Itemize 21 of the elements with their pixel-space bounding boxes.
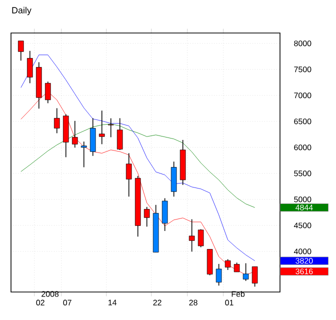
candlestick: [108, 118, 114, 138]
candlestick: [188, 218, 195, 252]
chart-title: Daily: [12, 6, 32, 16]
candlestick: [144, 206, 150, 228]
candlestick: [90, 118, 96, 156]
candlestick: [54, 108, 60, 134]
candlestick: [162, 198, 168, 232]
candlestick: [72, 120, 78, 148]
line-series: [20, 124, 256, 208]
candlestick: [26, 50, 33, 84]
candlestick: [234, 262, 240, 272]
candlestick: [98, 110, 105, 145]
candlestick: [198, 228, 204, 248]
candlestick: [80, 141, 87, 168]
candlestick: [224, 258, 231, 270]
line-series: [20, 54, 256, 261]
candlestick: [126, 152, 132, 198]
candlestick: [116, 118, 123, 150]
candlestick: [18, 40, 24, 62]
candlestick: [216, 264, 222, 286]
candlestick: [242, 262, 249, 282]
